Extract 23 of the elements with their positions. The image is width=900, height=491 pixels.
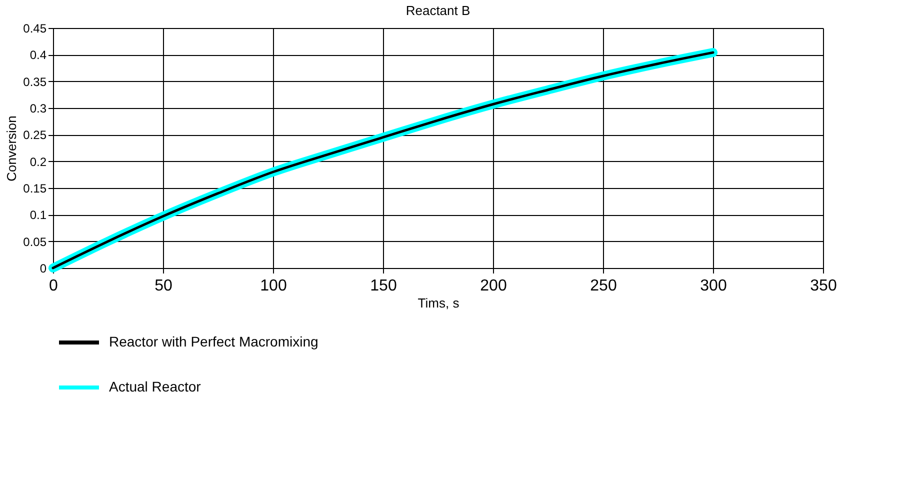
x-tick-label: 350 [810,278,837,294]
y-tick-label: 0.2 [30,154,47,169]
y-tick-label: 0.15 [23,182,47,196]
x-tick-label: 100 [260,278,287,294]
y-tick-label: 0.25 [23,128,47,142]
x-tick-label: 50 [154,278,172,294]
x-tick-label: 250 [590,278,617,294]
x-tick-label: 150 [370,278,397,294]
x-tick-label: 0 [49,278,58,294]
y-tick-label: 0.05 [23,234,47,249]
y-tick-label: 0.3 [30,102,47,116]
chart-title: Reactant B [406,3,470,18]
x-tick-label: 200 [480,278,507,294]
y-tick-label: 0.35 [23,74,47,89]
x-axis-title: Tims, s [418,296,460,310]
y-tick-label: 0.1 [30,208,47,222]
y-tick-label: 0 [40,262,47,276]
x-tick-label: 300 [700,278,727,294]
legend-label: Actual Reactor [109,378,202,394]
y-tick-label: 0.4 [30,48,47,62]
y-axis-title: Conversion [4,116,20,182]
y-tick-label: 0.45 [23,22,47,36]
legend-label: Reactor with Perfect Macromixing [109,334,318,350]
